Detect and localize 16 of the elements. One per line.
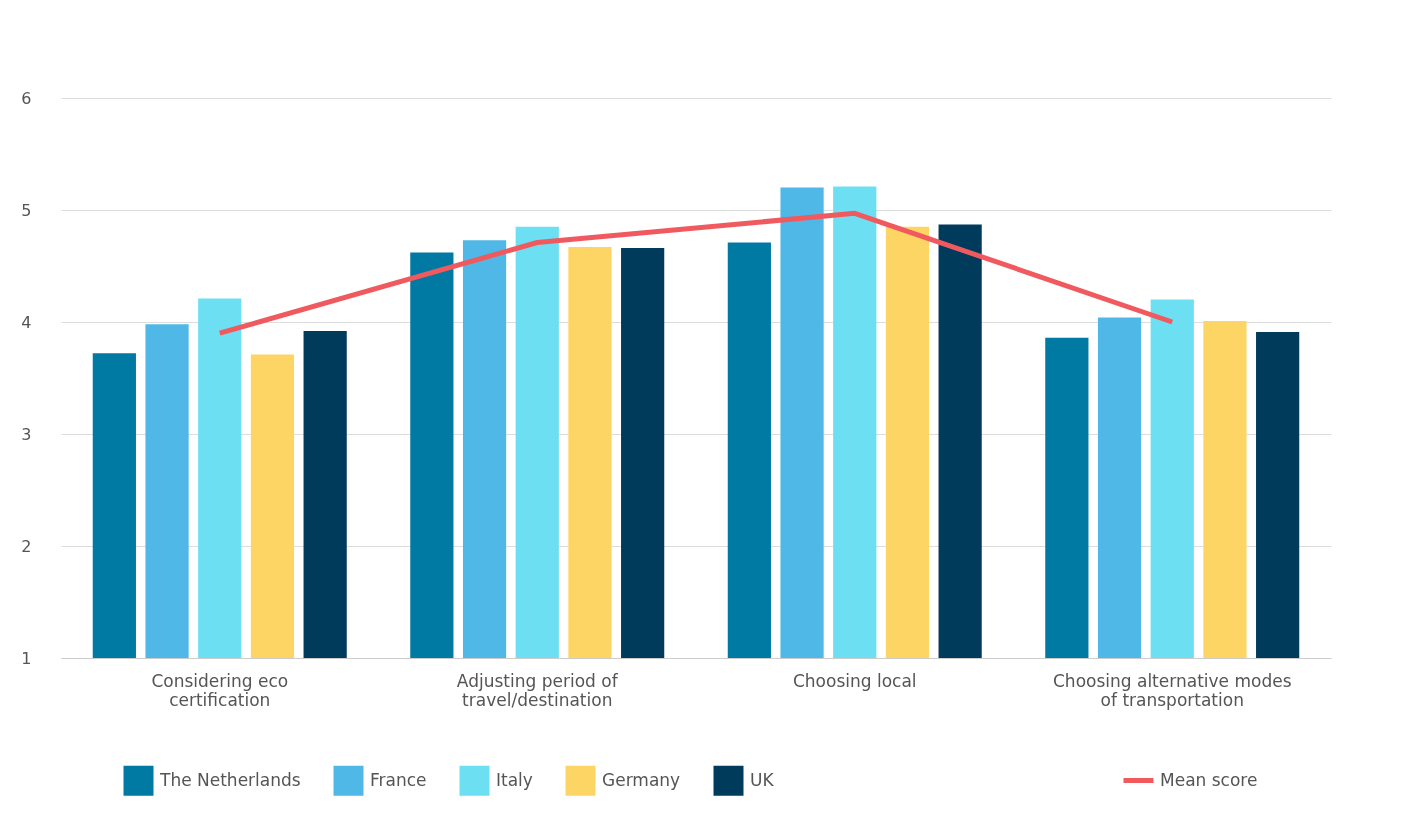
legend-label: France xyxy=(370,769,427,790)
x-tick-label: Adjusting period of travel/destination xyxy=(456,670,619,710)
x-tick-label: Choosing alternative modes of transportation xyxy=(1052,670,1292,710)
legend-label: UK xyxy=(750,769,775,790)
y-tick-label: 2 xyxy=(21,536,32,556)
legend-label: Mean score xyxy=(1160,769,1258,790)
x-tick-label: Considering eco certification xyxy=(151,670,289,710)
y-tick-label: 4 xyxy=(21,312,32,332)
y-tick-label: 6 xyxy=(21,88,32,108)
legend-label: Italy xyxy=(496,769,533,790)
y-tick-label: 5 xyxy=(21,200,32,220)
x-tick-label: Choosing local xyxy=(792,670,917,691)
y-tick-label: 3 xyxy=(21,424,32,444)
legend-label: The Netherlands xyxy=(159,769,301,790)
y-tick-label: 1 xyxy=(21,648,32,668)
legend-label: Germany xyxy=(602,769,681,790)
